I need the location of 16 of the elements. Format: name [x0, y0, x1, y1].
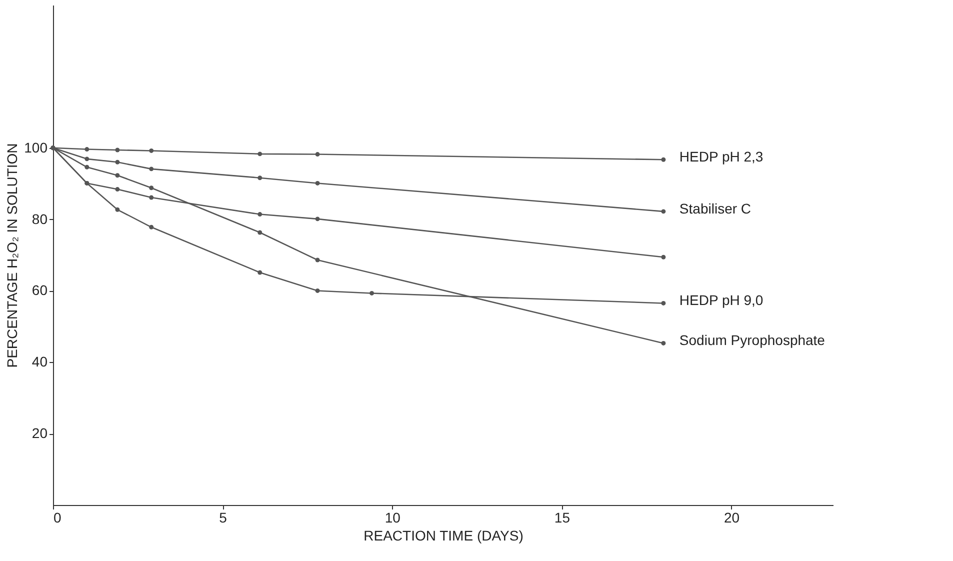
series-label: HEDP pH 9,0 — [679, 292, 764, 308]
y-tick-label: 20 — [32, 425, 48, 442]
x-tick-label: 0 — [54, 510, 62, 526]
series-label: Sodium Pyrophosphate — [679, 332, 826, 348]
y-axis-title: PERCENTAGE H₂O₂ IN SOLUTION — [4, 143, 20, 368]
series-label: Stabiliser C — [679, 200, 752, 216]
x-tick-label: 20 — [724, 510, 740, 526]
y-tick-label: 100 — [24, 139, 48, 156]
x-tick-label: 5 — [219, 510, 228, 526]
x-axis-title: REACTION TIME (DAYS) — [364, 528, 524, 544]
y-tick-label: 40 — [32, 354, 48, 370]
x-tick-label: 10 — [384, 510, 401, 526]
y-tick-label: 60 — [32, 282, 48, 298]
x-tick-label: 15 — [554, 510, 570, 526]
series-label: HEDP pH 2,3 — [679, 148, 764, 165]
y-tick-label: 80 — [32, 210, 48, 227]
